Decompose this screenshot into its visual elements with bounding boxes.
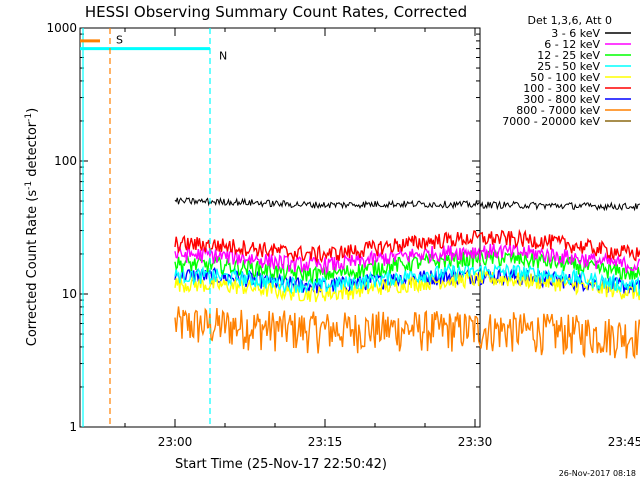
x-tick-label: 23:30 bbox=[458, 435, 493, 449]
footer-date: 26-Nov-2017 08:18 bbox=[559, 469, 636, 478]
legend-label: 25 - 50 keV bbox=[537, 60, 600, 73]
y-tick-label: 1 bbox=[69, 420, 77, 434]
legend-label: 100 - 300 keV bbox=[523, 82, 600, 95]
y-tick-label: 10 bbox=[62, 287, 77, 301]
y-tick-label: 1000 bbox=[46, 21, 77, 35]
plot-frame bbox=[79, 27, 481, 428]
x-tick-label: 23:15 bbox=[308, 435, 343, 449]
x-tick-label: 23:00 bbox=[158, 435, 193, 449]
y-axis-label: Corrected Count Rate (s-1 detector-1) bbox=[24, 108, 40, 346]
legend-label: 800 - 7000 keV bbox=[516, 104, 600, 117]
legend-label: 6 - 12 keV bbox=[544, 38, 600, 51]
y-tick-label: 100 bbox=[54, 154, 77, 168]
plot-area: 23:0023:1523:3023:4500:0000:1500:3011010… bbox=[46, 21, 640, 449]
x-axis-label: Start Time (25-Nov-17 22:50:42) bbox=[175, 457, 387, 472]
series-line bbox=[174, 306, 640, 360]
x-tick-label: 23:45 bbox=[608, 435, 640, 449]
series-line bbox=[174, 228, 640, 264]
series-line bbox=[174, 196, 640, 212]
legend-header: Det 1,3,6, Att 0 bbox=[528, 14, 612, 27]
chart-title: HESSI Observing Summary Count Rates, Cor… bbox=[85, 3, 467, 21]
series-line bbox=[174, 263, 640, 297]
legend-label: 7000 - 20000 keV bbox=[502, 115, 600, 128]
series-line bbox=[174, 269, 640, 303]
annotation-n: N bbox=[219, 50, 227, 63]
legend-label: 3 - 6 keV bbox=[551, 27, 600, 40]
series-line bbox=[174, 267, 640, 294]
legend-label: 50 - 100 keV bbox=[530, 71, 600, 84]
series-line bbox=[174, 249, 640, 285]
legend-label: 300 - 800 keV bbox=[523, 93, 600, 106]
legend-label: 12 - 25 keV bbox=[537, 49, 600, 62]
series-line bbox=[174, 243, 640, 276]
annotation-s: S bbox=[116, 33, 123, 46]
